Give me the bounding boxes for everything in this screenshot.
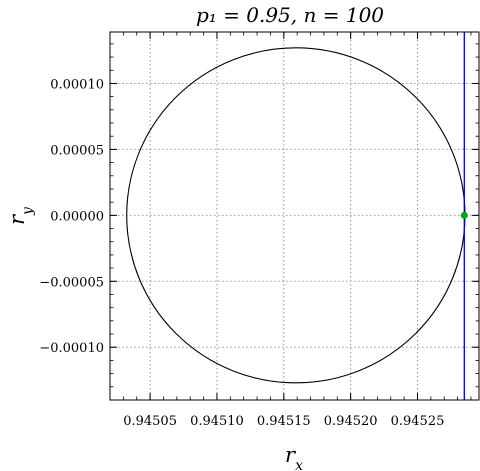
- y-axis-label: ry: [5, 206, 36, 225]
- y-tick-label: −0.00010: [39, 341, 104, 356]
- x-tick-label: 0.94520: [324, 414, 378, 429]
- y-tick-label: 0.00010: [50, 77, 104, 92]
- x-tick-label: 0.94515: [257, 414, 311, 429]
- grid: [110, 32, 479, 400]
- x-tick-label: 0.94510: [190, 414, 244, 429]
- plot-series: [126, 32, 468, 400]
- data-point: [460, 211, 468, 219]
- x-tick-label: 0.94525: [391, 414, 445, 429]
- y-tick-labels: 0.00010 0.00005 0.00000 −0.00005 −0.00010: [39, 77, 104, 356]
- y-tick-label: 0.00005: [50, 143, 104, 158]
- y-tick-label: 0.00000: [50, 209, 104, 224]
- x-axis-label: rx: [285, 443, 303, 471]
- plot-frame: [109, 31, 480, 401]
- axis-ticks: [109, 32, 479, 401]
- y-tick-label: −0.00005: [39, 275, 104, 290]
- x-tick-labels: 0.94505 0.94510 0.94515 0.94520 0.94525: [123, 414, 444, 429]
- x-tick-label: 0.94505: [123, 414, 177, 429]
- chart-title: p₁ = 0.95, n = 100: [196, 3, 384, 27]
